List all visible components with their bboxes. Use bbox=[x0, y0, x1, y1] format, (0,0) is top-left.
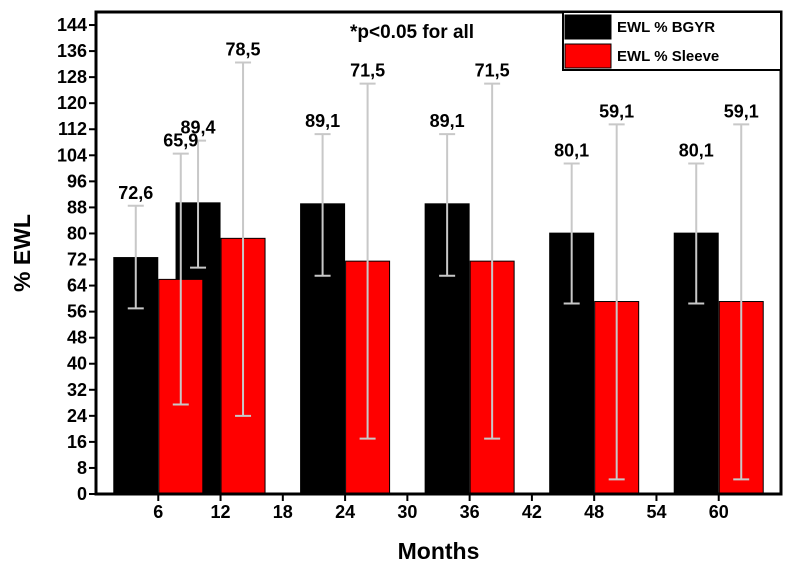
y-tick-label: 112 bbox=[58, 119, 87, 139]
legend-swatch-bgyr bbox=[564, 14, 612, 40]
plot-frame bbox=[94, 10, 783, 496]
y-tick-label: 40 bbox=[67, 354, 87, 374]
data-label-bgyr-6: 72,6 bbox=[118, 183, 153, 203]
error-bar-bgyr-24 bbox=[314, 133, 331, 277]
x-tick-label: 6 bbox=[153, 502, 163, 522]
y-tick-label: 96 bbox=[67, 171, 87, 191]
y-tick-label: 136 bbox=[57, 41, 87, 61]
x-tick-label: 24 bbox=[335, 502, 355, 522]
y-tick-label: 80 bbox=[67, 223, 87, 243]
x-tick-label: 36 bbox=[460, 502, 480, 522]
x-tick-label: 60 bbox=[709, 502, 729, 522]
legend-label-bgyr: EWL % BGYR bbox=[617, 19, 715, 36]
data-label-bgyr-48: 80,1 bbox=[554, 140, 589, 160]
data-label-sleeve-6: 65,9 bbox=[163, 131, 198, 151]
error-bars-group bbox=[127, 61, 750, 481]
data-label-sleeve-24: 71,5 bbox=[350, 61, 385, 81]
y-tick-label: 56 bbox=[67, 302, 87, 322]
error-bar-bgyr-6 bbox=[127, 204, 144, 310]
error-bar-bgyr-60 bbox=[688, 162, 705, 305]
error-bar-bgyr-36 bbox=[439, 133, 456, 277]
y-tick-label: 104 bbox=[57, 145, 87, 165]
x-tick-label: 30 bbox=[397, 502, 417, 522]
data-label-bgyr-12: 89,4 bbox=[181, 118, 216, 138]
data-label-sleeve-12: 78,5 bbox=[226, 39, 261, 59]
plot-area: 72,6 89,4 89,1 89,1 80,1 80,1 65,9 78,5 71,5 71,5… bbox=[94, 10, 783, 496]
legend: EWL % BGYR EWL % Sleeve bbox=[562, 11, 782, 71]
x-tick-label: 12 bbox=[211, 502, 231, 522]
y-tick-label: 88 bbox=[67, 197, 87, 217]
y-tick-label: 144 bbox=[57, 15, 87, 35]
error-bar-sleeve-6 bbox=[172, 152, 189, 406]
error-bar-sleeve-60 bbox=[733, 123, 750, 481]
y-tick-label: 48 bbox=[67, 328, 87, 348]
legend-swatch-sleeve bbox=[564, 43, 612, 69]
x-axis-title: Months bbox=[398, 538, 480, 564]
data-label-sleeve-48: 59,1 bbox=[599, 101, 634, 121]
data-label-bgyr-36: 89,1 bbox=[430, 111, 465, 131]
x-axis: 6 12 18 24 30 36 42 48 54 60 bbox=[153, 494, 729, 522]
error-bar-sleeve-24 bbox=[359, 82, 376, 440]
data-label-sleeve-60: 59,1 bbox=[724, 101, 759, 121]
y-tick-label: 0 bbox=[77, 484, 87, 504]
y-tick-label: 72 bbox=[67, 250, 87, 270]
data-labels-group: 72,6 89,4 89,1 89,1 80,1 80,1 65,9 78,5 71,5 71,5… bbox=[118, 39, 759, 202]
error-bar-bgyr-12 bbox=[190, 139, 207, 269]
data-label-bgyr-60: 80,1 bbox=[679, 140, 714, 160]
data-label-sleeve-36: 71,5 bbox=[475, 61, 510, 81]
y-tick-label: 128 bbox=[57, 67, 87, 87]
error-bar-sleeve-12 bbox=[235, 61, 252, 417]
y-tick-label: 32 bbox=[67, 380, 87, 400]
x-tick-label: 48 bbox=[584, 502, 604, 522]
legend-label-sleeve: EWL % Sleeve bbox=[617, 48, 719, 65]
x-tick-label: 18 bbox=[273, 502, 293, 522]
y-axis: 0 8 16 24 32 40 48 56 64 72 80 88 96 104 112 120 128 136 1… bbox=[57, 15, 96, 504]
y-tick-label: 120 bbox=[57, 93, 87, 113]
y-tick-label: 64 bbox=[67, 276, 87, 296]
significance-annotation: *p<0.05 for all bbox=[350, 22, 474, 43]
data-label-bgyr-24: 89,1 bbox=[305, 111, 340, 131]
y-axis-title: % EWL bbox=[9, 214, 35, 292]
error-bar-bgyr-48 bbox=[563, 162, 580, 305]
error-bar-sleeve-48 bbox=[608, 123, 625, 481]
error-bar-sleeve-36 bbox=[484, 82, 501, 440]
x-tick-label: 54 bbox=[646, 502, 666, 522]
y-tick-label: 24 bbox=[67, 406, 87, 426]
x-tick-label: 42 bbox=[522, 502, 542, 522]
y-tick-label: 16 bbox=[67, 432, 87, 452]
y-tick-label: 8 bbox=[77, 458, 87, 478]
